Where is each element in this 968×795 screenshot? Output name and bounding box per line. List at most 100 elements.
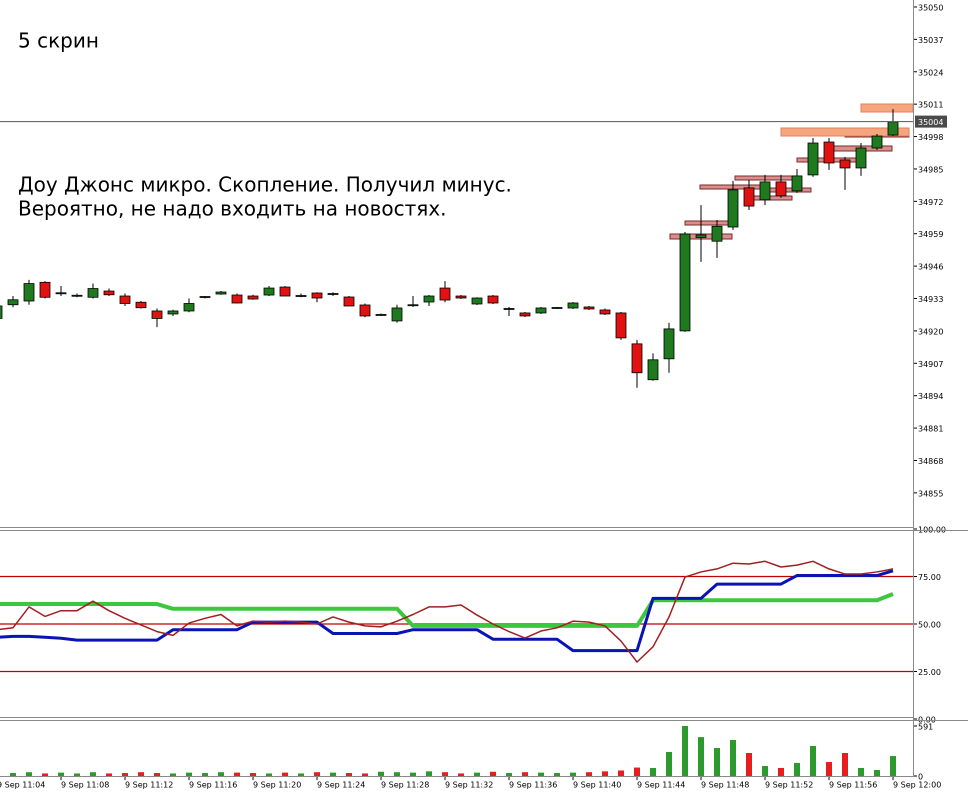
volume-bar bbox=[314, 772, 320, 776]
volume-bar bbox=[26, 772, 32, 776]
candle-body bbox=[87, 288, 99, 298]
candle-body bbox=[327, 293, 339, 295]
candle-body bbox=[199, 296, 211, 298]
volume-bar bbox=[234, 772, 240, 776]
volume-bar bbox=[266, 773, 272, 776]
x-tick-label: 9 Sep 11:44 bbox=[637, 781, 685, 790]
level bbox=[764, 187, 812, 193]
y-tick-label: 34868 bbox=[918, 457, 943, 466]
panel-frames bbox=[0, 0, 968, 777]
volume-bar bbox=[362, 773, 368, 776]
x-tick-label: 9 Sep 11:52 bbox=[765, 781, 813, 790]
y-tick-label: 35024 bbox=[918, 68, 943, 77]
candle-body bbox=[807, 142, 819, 176]
volume-bar bbox=[202, 773, 208, 776]
last-price-label: 35004 bbox=[918, 118, 943, 127]
candle-body bbox=[535, 307, 547, 314]
y-tick-label: 34985 bbox=[918, 165, 943, 174]
volume-bar bbox=[378, 771, 384, 776]
volume-bar bbox=[170, 773, 176, 776]
y-tick-label: 34881 bbox=[918, 425, 943, 434]
candle-body bbox=[151, 310, 163, 319]
volume-bar bbox=[858, 767, 864, 776]
x-tick-label: 9 Sep 11:04 bbox=[0, 781, 45, 790]
volume-bar bbox=[10, 773, 16, 776]
volume-bar bbox=[810, 745, 816, 776]
volume-bar bbox=[570, 772, 576, 776]
candle-body bbox=[119, 295, 131, 304]
candle-body bbox=[615, 312, 627, 339]
x-tick-label: 9 Sep 11:48 bbox=[701, 781, 749, 790]
volume-bar bbox=[730, 739, 736, 776]
candle-body bbox=[519, 312, 531, 317]
volume-bar bbox=[666, 751, 672, 776]
candle-body bbox=[215, 291, 227, 295]
candle-body bbox=[263, 287, 275, 296]
candle-body bbox=[887, 121, 899, 136]
volume-bar bbox=[106, 773, 112, 776]
volume-bar bbox=[698, 737, 704, 776]
volume-bar bbox=[522, 772, 528, 776]
annotation: Вероятно, не надо входить на новостях. bbox=[18, 197, 447, 221]
volume-bar bbox=[778, 767, 784, 776]
candle-body bbox=[39, 281, 51, 298]
candle-body bbox=[839, 159, 851, 169]
volume-bar bbox=[586, 772, 592, 776]
candle-body bbox=[695, 234, 707, 238]
x-tick-label: 9 Sep 12:00 bbox=[893, 781, 941, 790]
y-tick-label: 591 bbox=[918, 723, 933, 732]
y-tick-label: 34946 bbox=[918, 263, 943, 272]
y-tick-label: 50.00 bbox=[918, 621, 941, 630]
candle-body bbox=[679, 233, 691, 332]
x-tick-label: 9 Sep 11:20 bbox=[253, 781, 301, 790]
candle-body bbox=[423, 295, 435, 303]
candle-body bbox=[71, 294, 83, 297]
y-tick-label: 34972 bbox=[918, 198, 943, 207]
candle-body bbox=[135, 301, 147, 309]
volume-bar bbox=[298, 773, 304, 776]
volume-bar bbox=[762, 766, 768, 776]
volume-bar bbox=[154, 773, 160, 776]
x-tick-label: 9 Sep 11:28 bbox=[381, 781, 429, 790]
y-tick-label: 35037 bbox=[918, 36, 943, 45]
candle-body bbox=[103, 290, 115, 296]
volume-bar bbox=[410, 772, 416, 776]
candle-body bbox=[343, 296, 355, 307]
x-tick-label: 9 Sep 11:32 bbox=[445, 781, 493, 790]
x-tick-label: 9 Sep 11:36 bbox=[509, 781, 557, 790]
volume-bar bbox=[714, 748, 720, 776]
volume-bar bbox=[554, 773, 560, 776]
candle-body bbox=[295, 295, 307, 297]
candle-body bbox=[567, 302, 579, 309]
x-tick-label: 9 Sep 11:40 bbox=[573, 781, 621, 790]
volume-bar bbox=[506, 773, 512, 776]
volume-bar bbox=[474, 772, 480, 776]
candle-body bbox=[503, 308, 515, 310]
level bbox=[780, 127, 910, 137]
volume-bar bbox=[138, 772, 144, 776]
volume-bar bbox=[42, 773, 48, 776]
volume-bar bbox=[282, 772, 288, 776]
level bbox=[860, 103, 914, 113]
volume-bar bbox=[874, 769, 880, 776]
volume-bar bbox=[490, 771, 496, 776]
volume-bar bbox=[442, 772, 448, 776]
candle-body bbox=[743, 187, 755, 207]
last-price-box bbox=[915, 115, 947, 128]
x-tick-label: 9 Sep 11:12 bbox=[125, 781, 173, 790]
volume-bar bbox=[346, 773, 352, 776]
x-tick-label: 9 Sep 11:16 bbox=[189, 781, 237, 790]
candle-body bbox=[0, 305, 3, 319]
candle-body bbox=[375, 314, 387, 316]
candle-body bbox=[359, 304, 371, 317]
candle-body bbox=[727, 189, 739, 228]
volume-bar bbox=[634, 767, 640, 776]
volume-bar bbox=[746, 752, 752, 776]
candle-body bbox=[663, 328, 675, 360]
indicator-line bbox=[0, 560, 894, 663]
x-tick-label: 9 Sep 11:56 bbox=[829, 781, 877, 790]
volume-bar bbox=[826, 762, 832, 776]
candle-body bbox=[711, 225, 723, 242]
volume-bar bbox=[90, 772, 96, 776]
